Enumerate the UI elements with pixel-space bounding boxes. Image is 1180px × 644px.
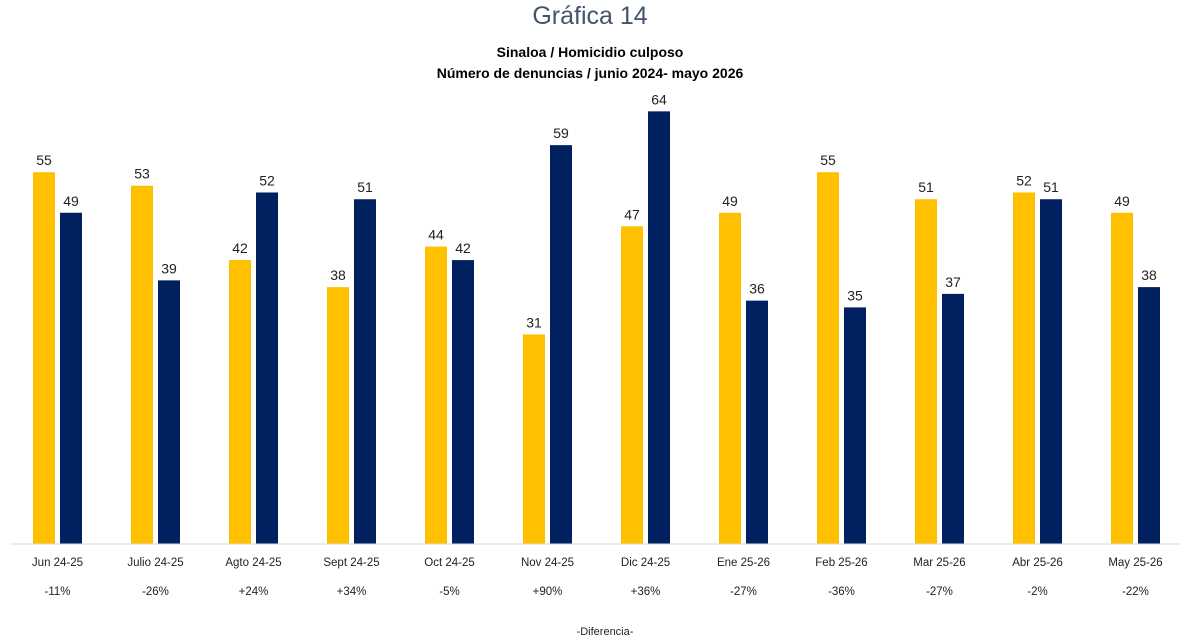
x-tick-label: Julio 24-25 xyxy=(127,557,183,569)
data-label: 49 xyxy=(722,193,738,209)
bar-series-2 xyxy=(746,300,768,544)
bar-series-1 xyxy=(229,260,251,544)
x-tick-label: Ene 25-26 xyxy=(717,557,770,569)
data-label: 44 xyxy=(428,227,444,243)
difference-caption: -Diferencia- xyxy=(576,626,634,638)
data-label: 51 xyxy=(918,179,934,195)
difference-label: -2% xyxy=(1027,586,1047,598)
bar-series-2 xyxy=(942,293,964,544)
bar-series-1 xyxy=(131,185,153,544)
data-label: 49 xyxy=(1114,193,1130,209)
bar-series-2 xyxy=(158,280,180,544)
x-tick-label: Oct 24-25 xyxy=(424,557,475,569)
data-label: 51 xyxy=(357,179,373,195)
difference-label: +24% xyxy=(239,586,269,598)
x-tick-label: Nov 24-25 xyxy=(521,557,574,569)
x-tick-label: Feb 25-26 xyxy=(815,557,867,569)
bar-series-1 xyxy=(523,334,545,544)
difference-label: -26% xyxy=(142,586,169,598)
chart-subtitle-line: Número de denuncias / junio 2024- mayo 2… xyxy=(436,65,744,81)
x-tick-label: Agto 24-25 xyxy=(225,557,281,569)
x-tick-label: Dic 24-25 xyxy=(621,557,670,569)
x-tick-label: Mar 25-26 xyxy=(913,557,965,569)
x-tick-label: Abr 25-26 xyxy=(1012,557,1063,569)
labels-layer: 55 49 Jun 24-25 -11% 53 39 Julio 24-25 -26% 42 52… xyxy=(32,91,1163,598)
difference-label: -22% xyxy=(1122,586,1149,598)
x-tick-label: Jun 24-25 xyxy=(32,557,83,569)
bar-series-1 xyxy=(33,172,55,544)
data-label: 52 xyxy=(259,172,275,188)
bar-series-2 xyxy=(550,145,572,544)
data-label: 47 xyxy=(624,206,640,222)
x-tick-label: Sept 24-25 xyxy=(323,557,379,569)
data-label: 35 xyxy=(847,287,863,303)
data-label: 39 xyxy=(161,260,177,276)
difference-label: -27% xyxy=(926,586,953,598)
data-label: 38 xyxy=(330,267,346,283)
difference-label: -11% xyxy=(45,586,71,598)
bar-series-2 xyxy=(648,111,670,545)
difference-label: -5% xyxy=(439,586,459,598)
x-tick-label: May 25-26 xyxy=(1108,557,1162,569)
data-label: 55 xyxy=(36,152,52,168)
bars-layer xyxy=(33,111,1160,545)
bar-series-2 xyxy=(256,192,278,545)
bar-series-2 xyxy=(452,260,474,544)
data-label: 59 xyxy=(553,125,569,141)
data-label: 36 xyxy=(749,281,765,297)
bar-series-1 xyxy=(1013,192,1035,545)
data-label: 31 xyxy=(526,314,542,330)
data-label: 53 xyxy=(134,166,150,182)
bar-series-1 xyxy=(817,172,839,544)
chart-title: Sinaloa / Homicidio culposo Número de de… xyxy=(0,42,1180,84)
bar-series-2 xyxy=(844,307,866,544)
bar-series-2 xyxy=(1040,199,1062,545)
bar-series-1 xyxy=(719,212,741,544)
difference-label: -36% xyxy=(828,586,855,598)
bar-series-2 xyxy=(354,199,376,545)
bar-series-1 xyxy=(1111,212,1133,544)
bar-series-1 xyxy=(327,287,349,544)
chart-title-line: Sinaloa / Homicidio culposo xyxy=(496,44,684,60)
data-label: 37 xyxy=(945,274,961,290)
data-label: 49 xyxy=(63,193,79,209)
difference-label: +34% xyxy=(337,586,367,598)
data-label: 42 xyxy=(455,240,471,256)
data-label: 38 xyxy=(1141,267,1157,283)
difference-label: +36% xyxy=(631,586,661,598)
data-label: 55 xyxy=(820,152,836,168)
data-label: 64 xyxy=(651,91,667,107)
bar-series-1 xyxy=(915,199,937,545)
data-label: 51 xyxy=(1043,179,1059,195)
difference-label: +90% xyxy=(533,586,563,598)
bar-series-1 xyxy=(425,246,447,544)
page-title: Gráfica 14 xyxy=(532,2,648,30)
bar-series-2 xyxy=(60,212,82,544)
bar-series-1 xyxy=(621,226,643,544)
bar-series-2 xyxy=(1138,287,1160,544)
data-label: 42 xyxy=(232,240,248,256)
difference-label: -27% xyxy=(730,586,757,598)
data-label: 52 xyxy=(1016,172,1032,188)
